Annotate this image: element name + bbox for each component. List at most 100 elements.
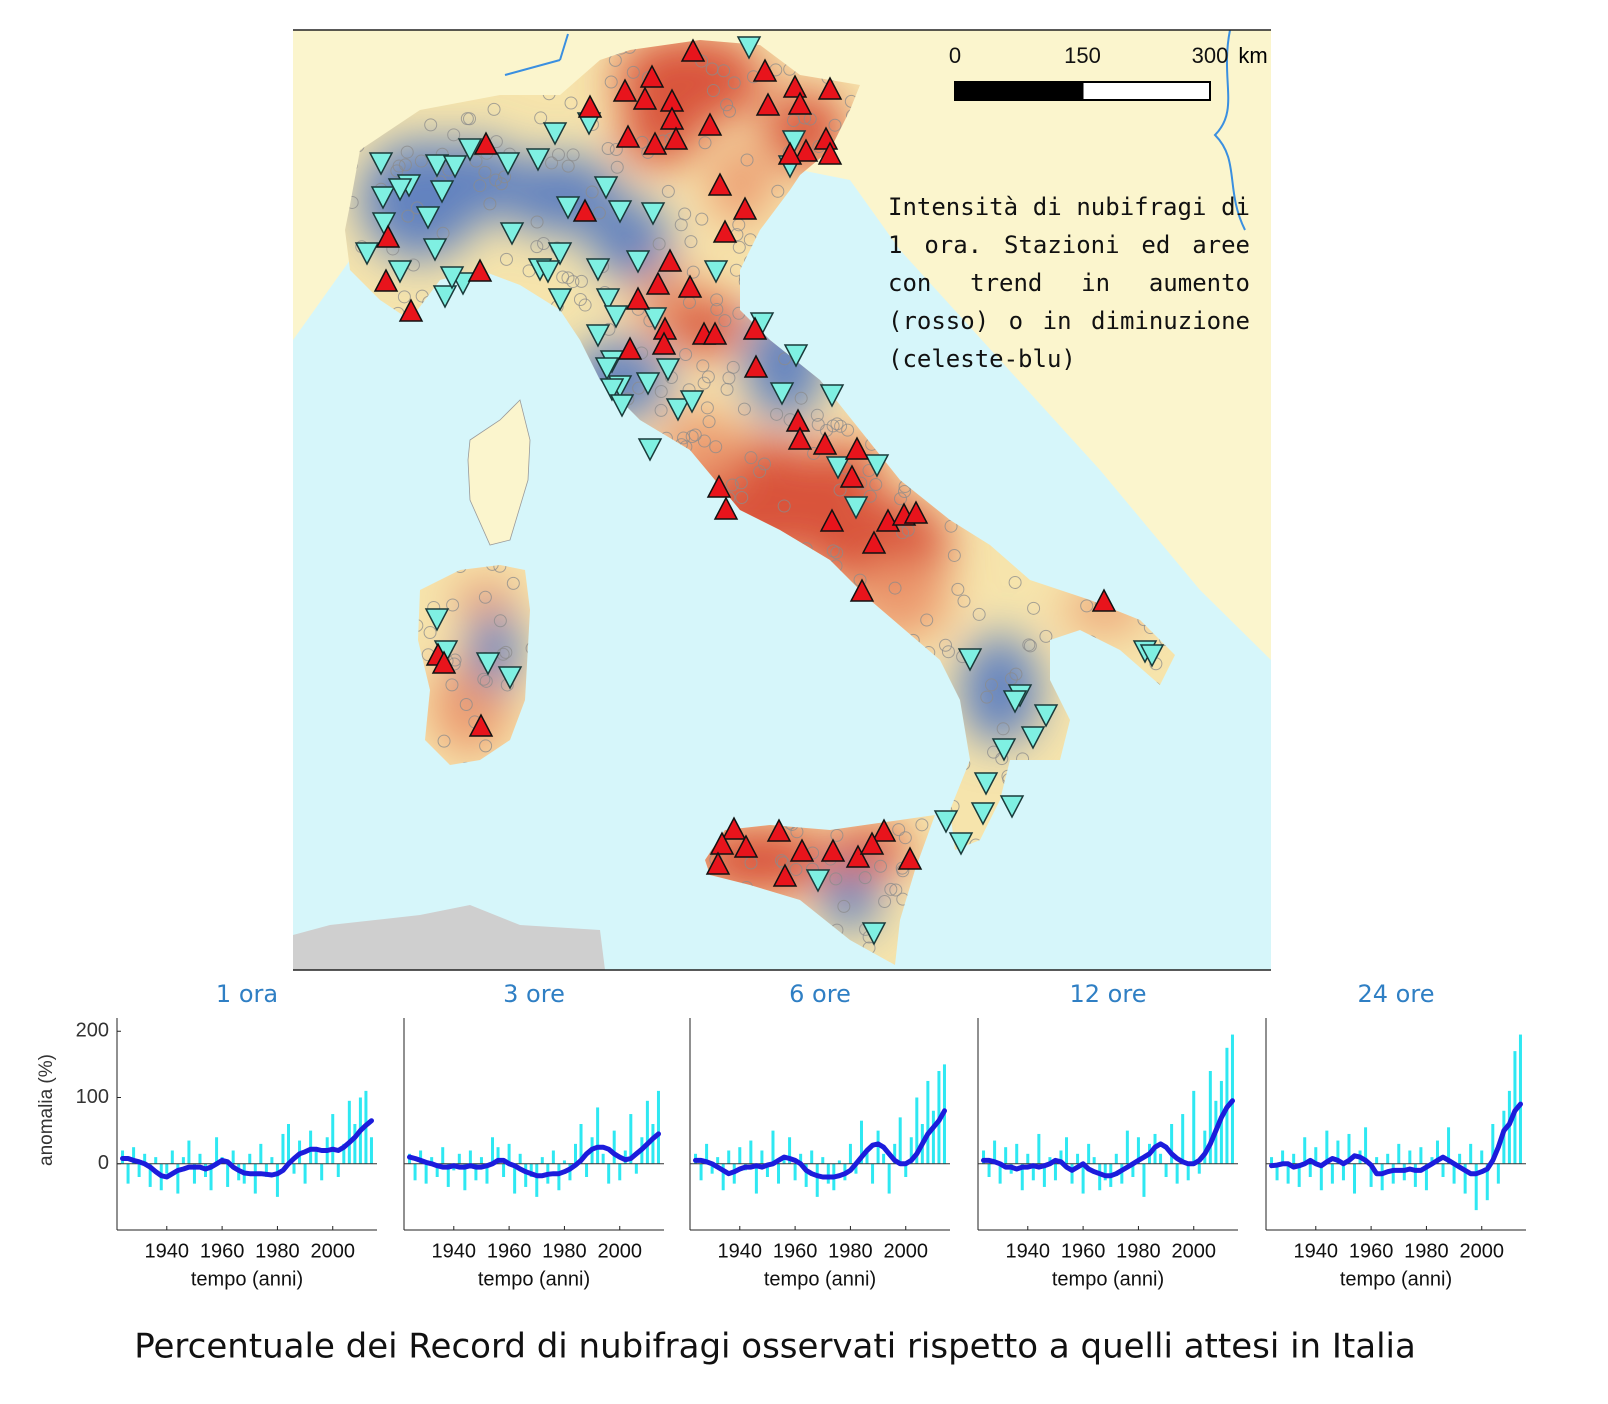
bar — [1175, 1163, 1179, 1184]
bar — [1197, 1163, 1201, 1174]
decreasing-station — [843, 496, 869, 520]
station — [652, 237, 666, 251]
bar — [826, 1163, 830, 1184]
bar — [1408, 1150, 1412, 1164]
smoothed-line — [120, 1118, 374, 1180]
station — [578, 298, 592, 312]
bar — [314, 1150, 318, 1164]
station — [414, 154, 428, 168]
increasing-station — [1091, 588, 1117, 612]
bar — [1270, 1157, 1274, 1164]
increasing-station — [680, 38, 706, 62]
bar — [1208, 1071, 1212, 1164]
chart-title: 12 ore — [1070, 980, 1147, 1008]
x-tick-label: 1980 — [1404, 1240, 1449, 1262]
decreasing-station — [599, 378, 625, 402]
x-tick-label: 1960 — [773, 1240, 818, 1262]
station — [863, 489, 877, 503]
station — [609, 142, 623, 156]
station — [483, 197, 497, 211]
bar — [132, 1147, 136, 1164]
bar — [226, 1163, 230, 1187]
increasing-station — [766, 818, 792, 842]
decreasing-station — [642, 307, 668, 331]
increasing-station — [755, 92, 781, 116]
bar — [1059, 1150, 1063, 1164]
bar — [1103, 1163, 1107, 1181]
x-tick-label: 1960 — [200, 1240, 245, 1262]
bar — [1159, 1153, 1163, 1164]
bar — [353, 1124, 357, 1164]
station — [478, 165, 492, 179]
bar — [1369, 1163, 1373, 1187]
station — [498, 170, 512, 184]
station — [551, 148, 565, 162]
x-tick-label: 2000 — [883, 1240, 928, 1262]
x-tick-label: 2000 — [310, 1240, 355, 1262]
station — [722, 104, 736, 118]
increasing-station — [473, 131, 499, 155]
bar — [760, 1150, 764, 1164]
station — [499, 252, 513, 266]
increasing-station — [577, 94, 603, 118]
smoothed-line — [693, 1108, 947, 1180]
bar — [1192, 1090, 1196, 1164]
bar — [859, 1120, 863, 1164]
trend-area — [590, 200, 670, 280]
station — [737, 402, 751, 416]
bar — [799, 1153, 803, 1164]
station — [477, 672, 491, 686]
bar — [275, 1163, 279, 1197]
bar — [331, 1114, 335, 1164]
bar — [248, 1153, 252, 1164]
smoothed-line — [407, 1131, 661, 1179]
decreasing-station — [424, 154, 450, 178]
bar — [209, 1163, 213, 1191]
bar — [854, 1163, 858, 1174]
decreasing-station — [368, 152, 394, 176]
bar — [1026, 1153, 1030, 1164]
y-tick-label: 0 — [98, 1152, 109, 1174]
station — [717, 64, 731, 78]
increasing-station — [706, 474, 732, 498]
bar — [1136, 1137, 1140, 1164]
x-tick-label: 1980 — [255, 1240, 300, 1262]
bar — [618, 1163, 622, 1181]
decreasing-station — [555, 196, 581, 220]
bar — [513, 1163, 517, 1194]
bar — [1164, 1163, 1168, 1177]
bar — [765, 1163, 769, 1177]
bar — [535, 1163, 539, 1197]
station — [654, 384, 668, 398]
increasing-station — [861, 530, 887, 554]
station — [479, 739, 493, 753]
bar — [1435, 1140, 1439, 1164]
station — [610, 160, 624, 174]
bar — [882, 1153, 886, 1164]
increasing-station — [820, 838, 846, 862]
station — [951, 582, 965, 596]
station — [777, 499, 791, 513]
bar — [369, 1137, 373, 1164]
station — [700, 401, 714, 415]
river — [504, 30, 1246, 231]
decreasing-station — [593, 176, 619, 200]
increasing-station — [697, 112, 723, 136]
bar — [1070, 1163, 1074, 1184]
increasing-station — [468, 713, 494, 737]
chart-panel: 1 ora 1940 1960 1980 2000 0 100 200 tempo (anni)… — [36, 980, 377, 1290]
bar — [1458, 1153, 1462, 1164]
bar — [645, 1100, 649, 1164]
increasing-station — [733, 834, 759, 858]
station — [530, 240, 544, 254]
bar — [1203, 1130, 1207, 1164]
bar — [1480, 1150, 1484, 1164]
decreasing-station — [665, 398, 691, 422]
increasing-station — [632, 86, 658, 110]
decreasing-station — [948, 832, 974, 856]
bar — [198, 1153, 202, 1164]
increasing-station — [903, 500, 929, 524]
bar — [485, 1163, 489, 1184]
bar — [1087, 1143, 1091, 1164]
bar — [292, 1163, 296, 1174]
